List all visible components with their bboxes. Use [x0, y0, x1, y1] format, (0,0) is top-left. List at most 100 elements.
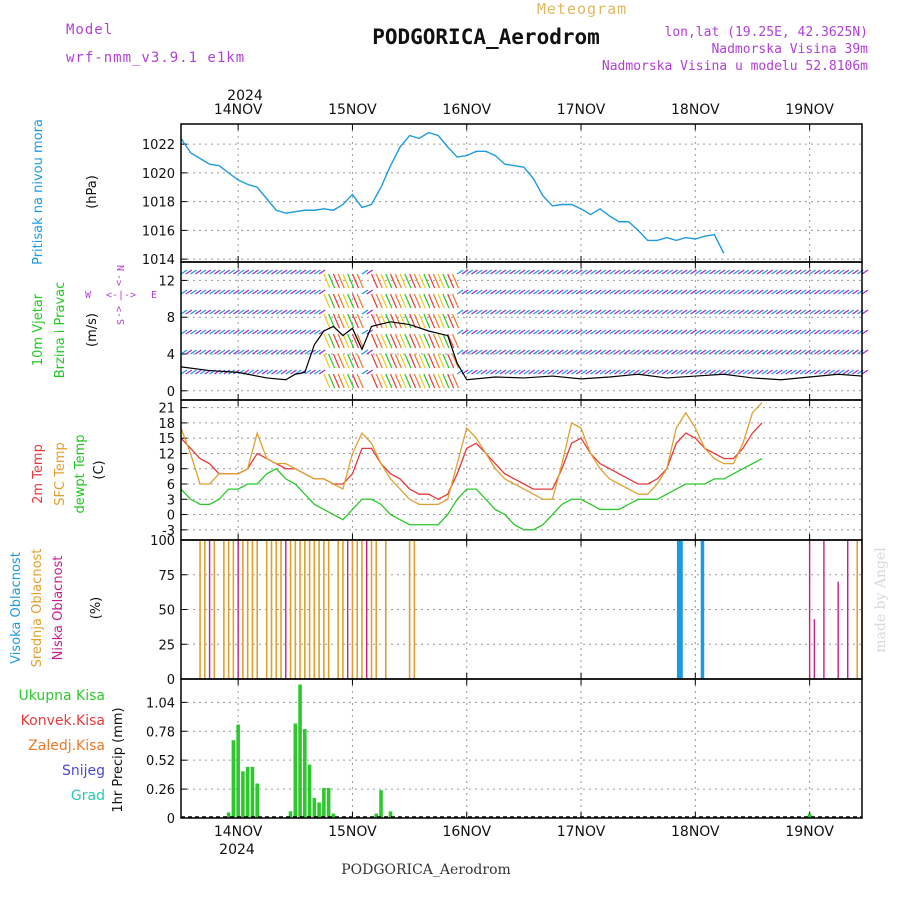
- wind-barb: [733, 289, 740, 295]
- wind-barb: [623, 269, 631, 275]
- wind-barb: [728, 269, 735, 275]
- wind-barb: [275, 309, 283, 315]
- wind-barb: [590, 369, 597, 375]
- wind-barb: [318, 309, 326, 315]
- wind-barb: [609, 289, 616, 295]
- y-tick-label: 50: [158, 604, 175, 619]
- wind-barb: [185, 309, 193, 315]
- wind-barb: [671, 369, 678, 375]
- wind-barb: [304, 269, 312, 275]
- wind-barb: [437, 333, 445, 349]
- precip-bar: [226, 812, 231, 818]
- panel-wind: 0 4 8 12: [158, 261, 869, 401]
- dewpt-temp-ylabel: dewpt Temp: [73, 434, 88, 513]
- wind-barb: [747, 369, 755, 375]
- wind-barb: [590, 329, 597, 335]
- panel-frame: [180, 678, 863, 819]
- top-day-tick-label: 19NOV: [785, 102, 834, 118]
- wind-barb: [637, 329, 645, 335]
- wind-barb: [775, 369, 783, 375]
- wind-barb: [790, 289, 797, 295]
- wind-barb: [566, 289, 574, 295]
- wind-barb: [552, 269, 559, 275]
- wind-barb: [504, 289, 512, 295]
- y-tick-label: 4: [167, 348, 175, 363]
- wind-barb: [494, 349, 502, 355]
- wind-barb: [237, 309, 245, 315]
- wind-barb: [242, 349, 250, 355]
- wind-barb: [209, 269, 216, 275]
- wind-barb: [280, 289, 288, 295]
- wind-barb: [666, 349, 674, 355]
- wind-barb: [252, 369, 259, 375]
- mid-cloud-bar: [337, 540, 339, 679]
- wind-barb: [399, 373, 407, 389]
- mid-cloud-bar: [289, 540, 292, 679]
- wind-barb: [314, 369, 321, 375]
- wind-barb: [247, 289, 255, 295]
- wind-barb: [214, 309, 221, 315]
- wind-barb: [766, 329, 774, 335]
- wind-barb: [447, 353, 455, 369]
- wind-barb: [437, 293, 445, 309]
- wind-barb: [571, 369, 578, 375]
- wind-barb: [537, 269, 545, 275]
- wind-barb: [542, 289, 550, 295]
- wind-barb: [809, 289, 816, 295]
- wind-barb: [342, 313, 350, 329]
- wind-barb: [252, 289, 259, 295]
- wind-barb: [699, 349, 707, 355]
- wind-barb: [623, 369, 631, 375]
- wind-barb: [247, 329, 255, 335]
- wind-barb: [209, 329, 216, 335]
- wind-barb: [318, 269, 326, 275]
- wind-barb: [490, 349, 497, 355]
- wind-barb: [370, 373, 379, 389]
- wind-barb: [766, 269, 774, 275]
- wind-barb: [780, 289, 788, 295]
- wind-barb: [304, 329, 312, 335]
- wind-barb: [385, 273, 393, 289]
- wind-barb: [528, 329, 535, 335]
- wind-barb: [356, 333, 364, 349]
- wind-barb: [723, 349, 731, 355]
- wind-barb: [766, 309, 774, 315]
- wind-barb: [704, 309, 712, 315]
- mid-cloud-bar: [251, 540, 254, 679]
- wind-barb: [633, 369, 640, 375]
- wind-barb: [647, 349, 655, 355]
- wind-barb: [323, 353, 331, 369]
- wind-barb: [699, 289, 707, 295]
- wind-barb: [828, 269, 835, 275]
- wind-barb: [642, 349, 650, 355]
- wind-barb: [194, 289, 202, 295]
- wind-barb: [614, 349, 621, 355]
- wind-barb: [661, 329, 669, 335]
- wind-barb: [656, 289, 664, 295]
- wind-barb: [294, 269, 302, 275]
- wind-barb: [780, 349, 788, 355]
- wind-barb: [304, 349, 312, 355]
- wind-barb: [399, 333, 407, 349]
- wind-barb: [475, 369, 483, 375]
- wind-barb: [604, 269, 612, 275]
- precip-bar: [241, 771, 245, 818]
- cloud-units: (%): [89, 597, 104, 620]
- wind-barb: [385, 333, 393, 349]
- wind-barb: [185, 329, 193, 335]
- wind-barb: [547, 369, 555, 375]
- wind-barb: [661, 269, 669, 275]
- wind-barb: [785, 349, 793, 355]
- elevation-label: Nadmorska Visina 39m: [711, 42, 868, 57]
- wind-barb: [375, 333, 383, 349]
- wind-barb: [261, 329, 269, 335]
- wind-barb: [842, 309, 850, 315]
- low-cloud-ylabel: Niska Oblacnost: [51, 556, 66, 661]
- wind-barb: [271, 369, 278, 375]
- wind-barb: [223, 349, 231, 355]
- low-cloud-bar: [823, 540, 825, 679]
- y-tick-label: 12: [158, 447, 175, 462]
- wind-barb: [252, 309, 259, 315]
- wind-barb: [342, 293, 350, 309]
- wind-barb: [814, 289, 821, 295]
